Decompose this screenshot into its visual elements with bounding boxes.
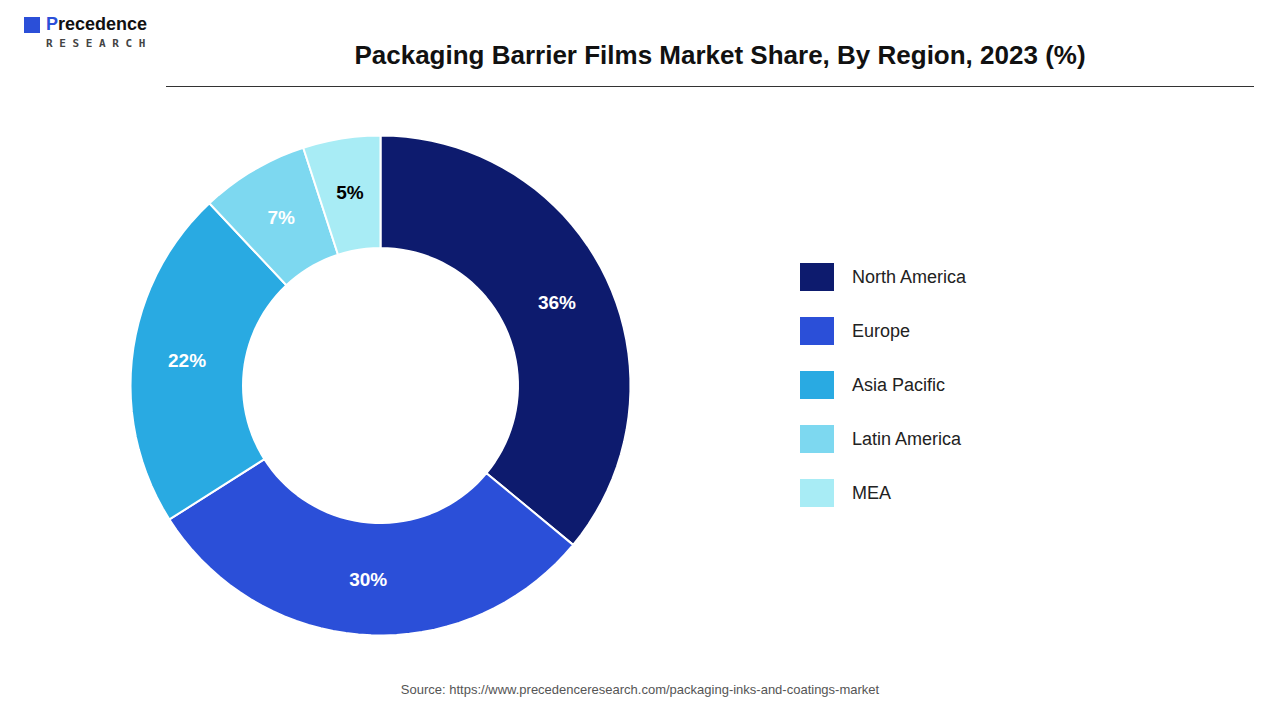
svg-text:22%: 22% [168,350,206,371]
html-text:Europe: Europe [852,320,910,341]
html-text:North America: North America [852,266,966,287]
svg-text:5%: 5% [336,182,364,203]
html-text:Packaging Barrier Films Market: Packaging Barrier Films Market Share, By… [354,40,1086,70]
svg-text:7%: 7% [268,207,296,228]
html-text:MEA: MEA [852,482,891,503]
svg-text:36%: 36% [538,292,576,313]
svg-text:30%: 30% [349,569,387,590]
html-text:Asia Pacific: Asia Pacific [852,374,945,395]
html-text:P recedence: P recedence [46,14,148,34]
html-text:R E S E A R C H: R E S E A R C H [46,37,146,50]
html-text:Source: https://www.precedence: Source: https://www.precedenceresearch.c… [400,682,880,697]
html-text:Latin America: Latin America [852,428,962,449]
